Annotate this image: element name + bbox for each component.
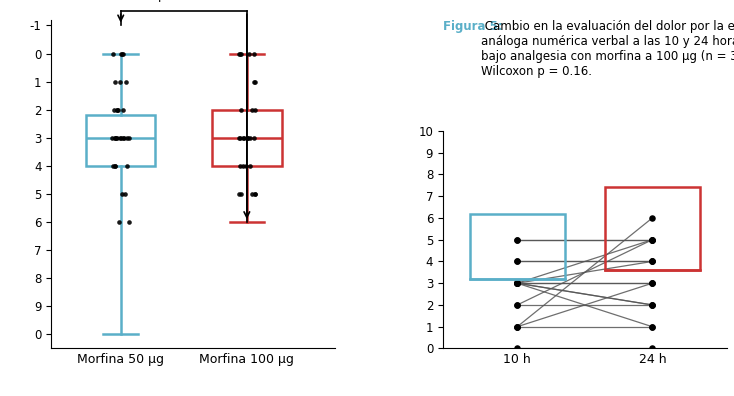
Point	[647, 280, 658, 286]
Point	[110, 135, 122, 141]
Point	[112, 135, 123, 141]
Point	[243, 50, 255, 57]
Text: Figura 5:: Figura 5:	[443, 20, 503, 33]
Point	[512, 258, 523, 265]
Point	[247, 191, 258, 197]
Point	[248, 78, 260, 85]
Point	[114, 78, 126, 85]
Point	[249, 78, 261, 85]
Point	[115, 135, 127, 141]
Point	[106, 135, 118, 141]
Point	[115, 50, 127, 57]
Point	[107, 50, 119, 57]
Bar	[470, 213, 564, 279]
Point	[647, 236, 658, 243]
Point	[109, 135, 121, 141]
Point	[121, 163, 133, 169]
Point	[512, 324, 523, 330]
Point	[512, 345, 523, 352]
Point	[236, 107, 247, 113]
Bar	[605, 187, 700, 270]
Point	[117, 107, 128, 113]
Point	[647, 236, 658, 243]
Point	[512, 302, 523, 308]
Point	[109, 163, 120, 169]
Point	[647, 236, 658, 243]
Point	[647, 280, 658, 286]
Point	[512, 258, 523, 265]
Point	[117, 50, 128, 57]
Point	[512, 280, 523, 286]
Point	[233, 135, 244, 141]
Point	[512, 236, 523, 243]
Point	[111, 107, 123, 113]
Point	[123, 219, 134, 225]
Point	[647, 258, 658, 265]
Point	[512, 280, 523, 286]
Point	[238, 163, 250, 169]
Point	[244, 163, 256, 169]
Point	[109, 163, 120, 169]
Point	[512, 302, 523, 308]
Point	[234, 135, 246, 141]
Point	[647, 258, 658, 265]
Point	[647, 345, 658, 352]
Point	[123, 135, 135, 141]
Point	[250, 107, 261, 113]
Point	[114, 135, 126, 141]
Point	[236, 135, 248, 141]
Point	[112, 107, 124, 113]
Point	[512, 324, 523, 330]
Point	[119, 191, 131, 197]
Point	[241, 135, 253, 141]
Point	[647, 302, 658, 308]
Point	[647, 258, 658, 265]
Point	[111, 107, 123, 113]
Point	[647, 302, 658, 308]
Point	[112, 219, 124, 225]
Point	[117, 50, 128, 57]
Point	[244, 135, 255, 141]
Point	[512, 280, 523, 286]
Point	[246, 107, 258, 113]
Point	[512, 280, 523, 286]
Point	[234, 163, 246, 169]
Point	[109, 107, 120, 113]
Text: Cambio en la evaluación del dolor por la escala
análoga numérica verbal a las 10: Cambio en la evaluación del dolor por la…	[482, 20, 734, 78]
Point	[240, 163, 252, 169]
Point	[233, 50, 244, 57]
Point	[249, 191, 261, 197]
Point	[512, 324, 523, 330]
Point	[249, 191, 261, 197]
Point	[238, 135, 250, 141]
Point	[647, 324, 658, 330]
Point	[233, 50, 245, 57]
Point	[109, 135, 121, 141]
Point	[647, 324, 658, 330]
Point	[248, 50, 260, 57]
Point	[647, 215, 658, 221]
Point	[241, 135, 253, 141]
Point	[241, 135, 252, 141]
Point	[647, 236, 658, 243]
Point	[512, 280, 523, 286]
Point	[512, 236, 523, 243]
Point	[647, 302, 658, 308]
Point	[248, 135, 260, 141]
Point	[236, 50, 247, 57]
Point	[235, 191, 247, 197]
Point	[118, 135, 130, 141]
Point	[117, 191, 128, 197]
Point	[120, 78, 131, 85]
Point	[233, 191, 245, 197]
Point	[512, 280, 523, 286]
Point	[512, 280, 523, 286]
Point	[120, 135, 132, 141]
Point	[117, 135, 128, 141]
Point	[107, 163, 119, 169]
Point	[647, 280, 658, 286]
Text: p = 0.32: p = 0.32	[159, 0, 209, 2]
Point	[109, 78, 121, 85]
